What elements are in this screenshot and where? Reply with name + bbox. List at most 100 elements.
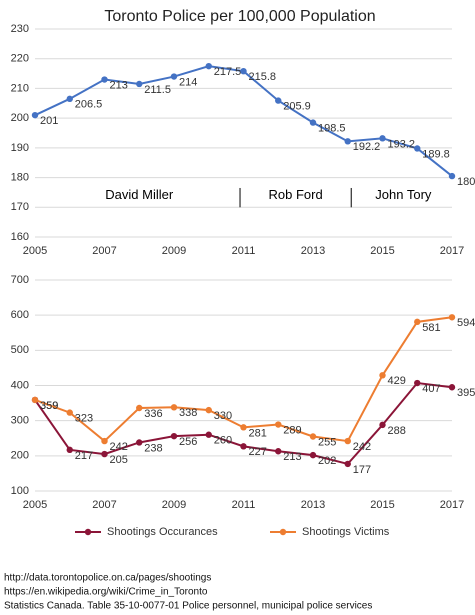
point [414,379,421,387]
x-tick-label: 2009 [162,499,186,511]
y-tick-label: 100 [11,485,29,497]
y-tick-label: 700 [11,274,29,286]
y-tick-label: 220 [11,53,29,65]
point [448,172,456,180]
chart-title: Toronto Police per 100,000 Population [104,8,375,25]
legend-marker [279,528,287,536]
data-label: 338 [179,407,197,419]
data-label: 217 [75,450,93,462]
point [379,372,386,379]
point [101,76,108,83]
source: http://data.torontopolice.on.ca/pages/sh… [4,573,211,584]
point [275,97,282,104]
point [66,409,73,416]
y-tick-label: 160 [11,231,29,243]
x-tick-label: 2013 [301,245,325,257]
x-tick-label: 2017 [440,245,464,257]
point [240,67,247,75]
point [31,111,39,119]
data-label: 260 [214,435,232,447]
x-tick-label: 2015 [370,499,394,511]
data-label: 407 [422,383,440,395]
data-label: 201 [40,115,58,127]
data-label: 330 [214,410,232,422]
x-tick-label: 2007 [92,499,116,511]
point [170,432,178,440]
data-label: 238 [144,442,162,454]
y-tick-label: 210 [11,82,29,94]
data-label: 213 [110,79,128,91]
data-label: 227 [249,446,267,458]
legend-marker [84,528,92,536]
y-tick-label: 180 [11,171,29,183]
data-label: 189.8 [422,148,450,160]
data-label: 581 [422,322,440,334]
data-label: 336 [144,408,162,420]
data-label: 192.2 [353,141,381,153]
point [101,450,108,458]
point [205,406,212,414]
data-label: 281 [249,427,267,439]
x-tick-label: 2007 [92,245,116,257]
point [344,437,351,445]
data-label: 359 [40,400,58,412]
x-tick-label: 2017 [440,499,464,511]
data-label: 255 [318,436,336,448]
y-tick-label: 300 [11,415,29,427]
source: https://en.wikipedia.org/wiki/Crime_in_T… [4,587,208,598]
x-tick-label: 2009 [162,245,186,257]
y-tick-label: 190 [11,142,29,154]
point [309,119,317,126]
series-line [34,381,453,466]
point [205,62,212,70]
data-label: 180.5 [457,176,475,188]
data-label: 213 [283,451,301,463]
data-label: 177 [353,464,371,476]
point [66,446,73,454]
y-tick-label: 200 [11,112,29,124]
point [170,73,178,80]
legend-label: Shootings Occurances [107,526,218,538]
y-tick-label: 400 [11,379,29,391]
data-label: 193.2 [388,138,416,150]
point [414,318,421,326]
data-label: 206.5 [75,99,103,111]
point [136,404,143,412]
data-label: 288 [388,425,406,437]
data-label: 202 [318,455,336,467]
data-label: 395 [457,387,475,399]
y-tick-label: 230 [11,23,29,35]
point [344,460,351,468]
point [101,437,108,445]
point [379,135,386,142]
point [379,421,386,429]
point [240,443,247,450]
x-tick-label: 2005 [23,499,47,511]
point [448,314,456,321]
x-tick-label: 2011 [232,499,256,511]
data-label: 594 [457,317,475,329]
legend-label: Shootings Victims [302,526,390,538]
y-tick-label: 200 [11,450,29,462]
x-tick-label: 2015 [370,245,394,257]
data-label: 205 [110,454,128,466]
annotation: David Miller [105,187,174,202]
point [309,433,317,440]
data-label: 256 [179,436,197,448]
point [170,404,178,411]
point [275,421,282,428]
data-label: 205.9 [283,101,311,113]
annotation: John Tory [375,187,432,202]
x-tick-label: 2011 [232,245,256,257]
point [344,138,351,145]
point [31,396,39,404]
data-label: 242 [110,441,128,453]
data-label: 214 [179,76,197,88]
data-label: 217.5 [214,66,242,78]
x-tick-label: 2013 [301,499,325,511]
y-tick-label: 600 [11,309,29,321]
data-label: 242 [353,441,371,453]
point [136,439,143,446]
y-tick-label: 170 [11,201,29,213]
